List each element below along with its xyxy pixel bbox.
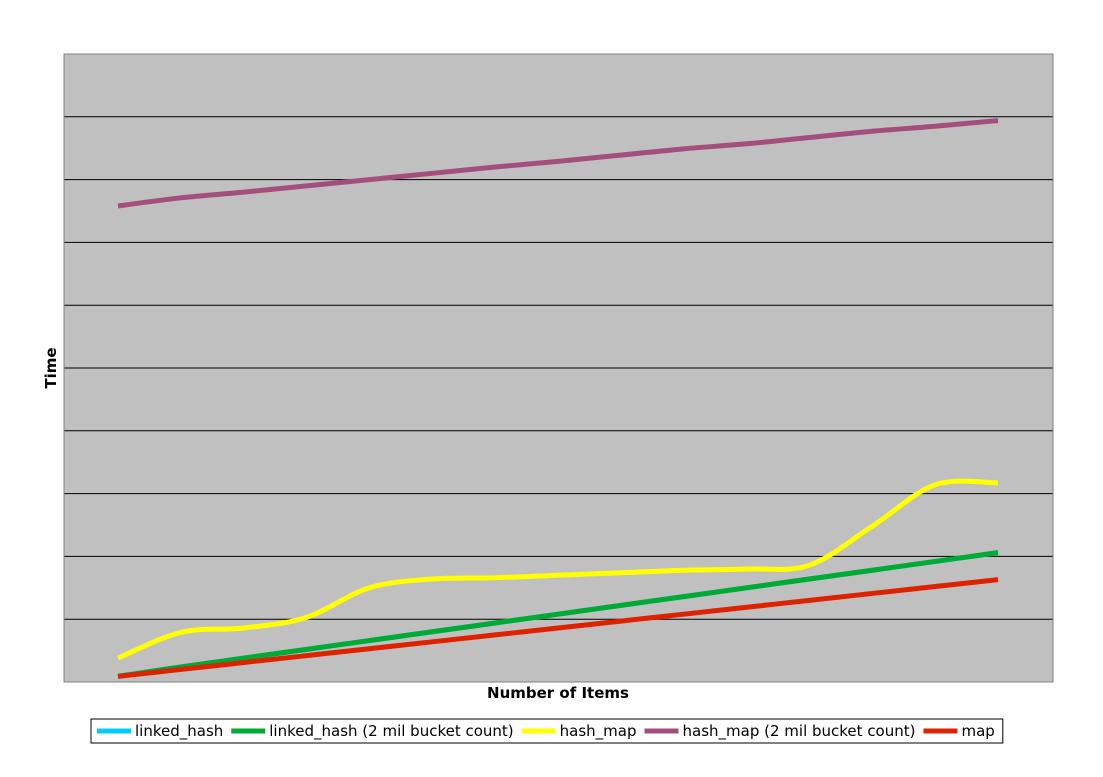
- legend: linked_hash linked_hash (2 mil bucket cou…: [90, 718, 1004, 744]
- series-line-5: [117, 577, 999, 679]
- gridlines: [64, 116, 1053, 620]
- legend-label-3: hash_map: [560, 722, 637, 741]
- series-line-3: [117, 478, 999, 661]
- x-axis-title: Number of Items: [487, 684, 629, 702]
- y-axis-title: Time: [42, 347, 60, 388]
- legend-label-1: linked_hash: [135, 722, 223, 741]
- series-layer: [117, 118, 999, 679]
- legend-label-5: map: [961, 722, 994, 740]
- legend-label-4: hash_map (2 mil bucket count): [683, 722, 916, 741]
- series-line-2: [117, 550, 999, 679]
- plot-border: [63, 53, 1054, 683]
- legend-label-2: linked_hash (2 mil bucket count): [269, 722, 513, 741]
- series-line-4: [117, 118, 999, 209]
